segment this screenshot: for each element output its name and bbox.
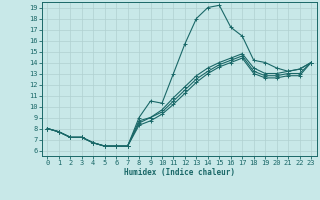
X-axis label: Humidex (Indice chaleur): Humidex (Indice chaleur) [124,168,235,177]
